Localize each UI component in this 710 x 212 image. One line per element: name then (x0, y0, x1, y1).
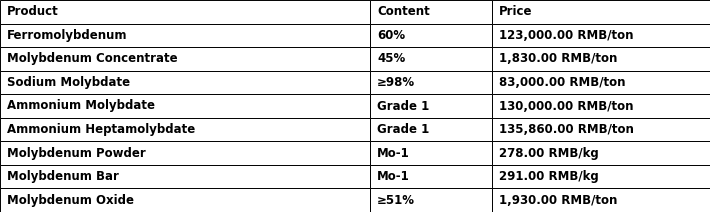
Text: 60%: 60% (377, 29, 405, 42)
Text: ≥51%: ≥51% (377, 194, 415, 207)
Text: 1,830.00 RMB/ton: 1,830.00 RMB/ton (499, 52, 618, 65)
Text: Content: Content (377, 5, 430, 18)
Bar (0, 94, 370, 118)
Bar (370, 24, 492, 47)
Text: Grade 1: Grade 1 (377, 123, 430, 136)
Bar (492, 94, 710, 118)
Text: Product: Product (7, 5, 59, 18)
Bar (0, 0, 370, 24)
Text: Mo-1: Mo-1 (377, 147, 410, 160)
Text: Price: Price (499, 5, 532, 18)
Text: Ammonium Heptamolybdate: Ammonium Heptamolybdate (7, 123, 195, 136)
Text: 130,000.00 RMB/ton: 130,000.00 RMB/ton (499, 99, 633, 113)
Bar (0, 47, 370, 71)
Text: Molybdenum Bar: Molybdenum Bar (7, 170, 119, 183)
Text: 278.00 RMB/kg: 278.00 RMB/kg (499, 147, 599, 160)
Text: Ammonium Molybdate: Ammonium Molybdate (7, 99, 155, 113)
Text: Grade 1: Grade 1 (377, 99, 430, 113)
Bar (370, 47, 492, 71)
Bar (370, 188, 492, 212)
Text: 83,000.00 RMB/ton: 83,000.00 RMB/ton (499, 76, 626, 89)
Bar (370, 94, 492, 118)
Bar (492, 71, 710, 94)
Bar (492, 188, 710, 212)
Bar (370, 141, 492, 165)
Bar (492, 141, 710, 165)
Text: 123,000.00 RMB/ton: 123,000.00 RMB/ton (499, 29, 633, 42)
Text: Molybdenum Concentrate: Molybdenum Concentrate (7, 52, 178, 65)
Bar (492, 24, 710, 47)
Bar (0, 118, 370, 141)
Text: 1,930.00 RMB/ton: 1,930.00 RMB/ton (499, 194, 618, 207)
Bar (0, 71, 370, 94)
Bar (492, 0, 710, 24)
Bar (492, 118, 710, 141)
Bar (0, 165, 370, 188)
Bar (492, 47, 710, 71)
Text: Molybdenum Powder: Molybdenum Powder (7, 147, 146, 160)
Text: ≥98%: ≥98% (377, 76, 415, 89)
Text: Molybdenum Oxide: Molybdenum Oxide (7, 194, 134, 207)
Text: 135,860.00 RMB/ton: 135,860.00 RMB/ton (499, 123, 634, 136)
Bar (0, 141, 370, 165)
Text: Sodium Molybdate: Sodium Molybdate (7, 76, 130, 89)
Bar (0, 24, 370, 47)
Bar (370, 118, 492, 141)
Bar (370, 0, 492, 24)
Bar (492, 165, 710, 188)
Bar (370, 71, 492, 94)
Text: Mo-1: Mo-1 (377, 170, 410, 183)
Text: 45%: 45% (377, 52, 405, 65)
Bar (0, 188, 370, 212)
Bar (370, 165, 492, 188)
Text: Ferromolybdenum: Ferromolybdenum (7, 29, 128, 42)
Text: 291.00 RMB/kg: 291.00 RMB/kg (499, 170, 599, 183)
